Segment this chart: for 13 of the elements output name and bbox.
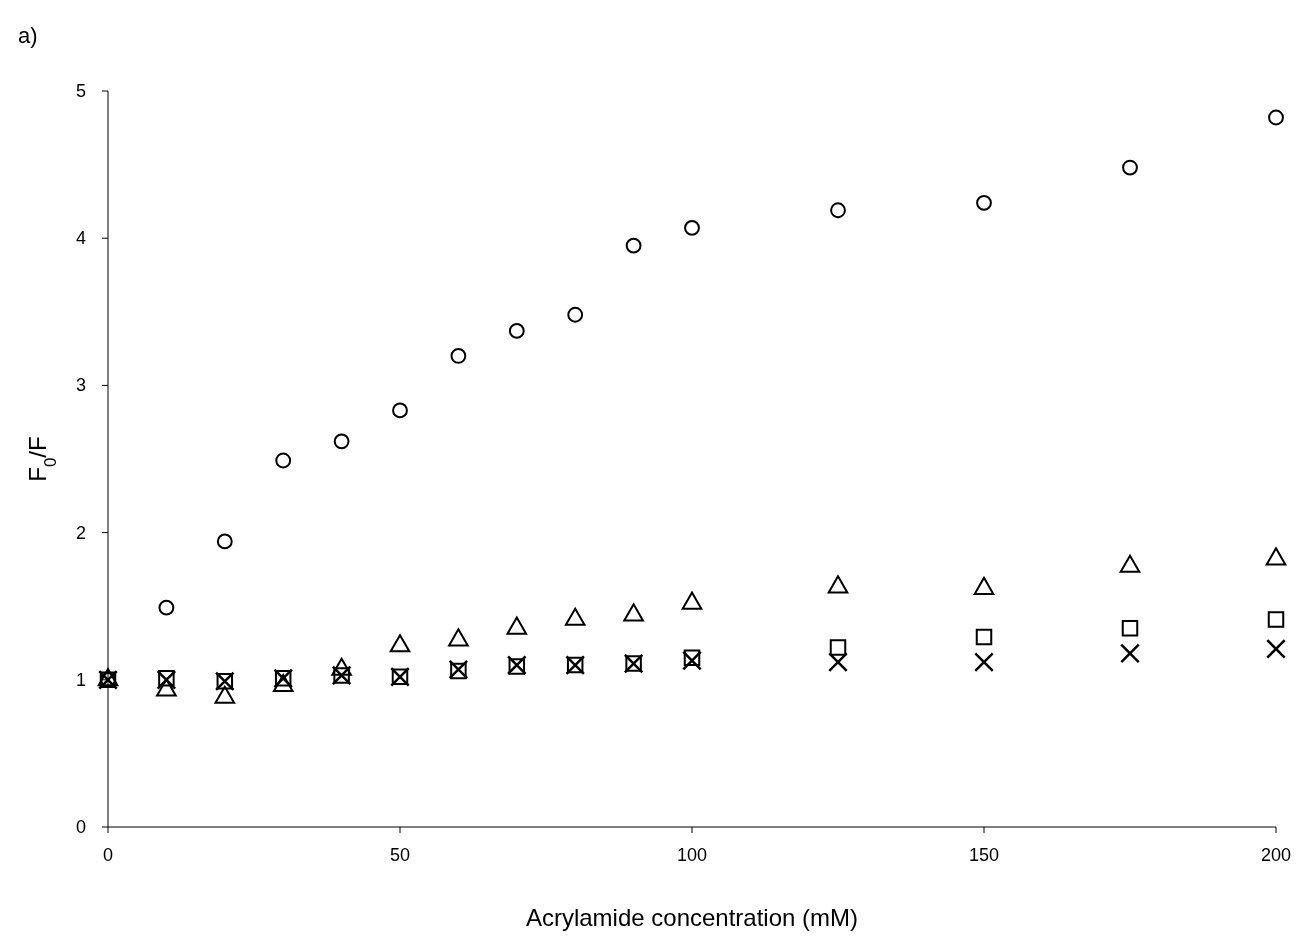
x-tick-label: 0 — [102, 845, 114, 865]
y-tick-label: 5 — [75, 81, 86, 101]
x-tick-label: 50 — [389, 845, 411, 865]
x-tick-label: 200 — [1260, 845, 1292, 865]
y-tick-label: 4 — [75, 228, 86, 249]
y-tick-label: 0 — [75, 817, 86, 837]
y-tick-label: 1 — [75, 669, 86, 690]
x-tick-label: 100 — [676, 845, 708, 865]
chart-title: a) — [18, 23, 38, 48]
y-tick-label: 3 — [75, 375, 86, 396]
x-axis-title: Acrylamide concentration (mM) — [525, 904, 859, 931]
y-tick-label: 2 — [75, 522, 86, 543]
x-tick-label: 150 — [968, 845, 1000, 865]
